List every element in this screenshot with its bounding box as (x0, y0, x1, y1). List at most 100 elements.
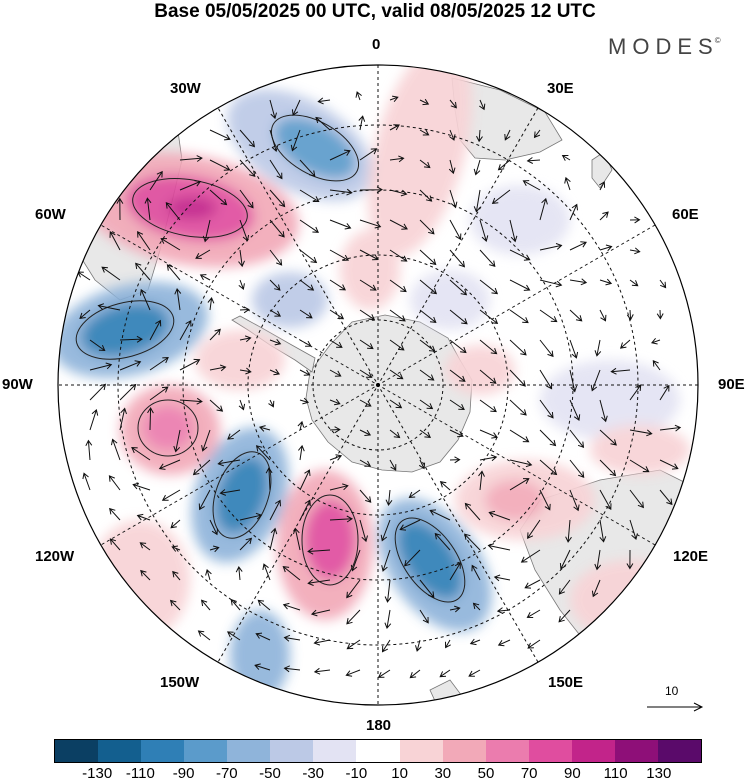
contour-3 (212, 451, 272, 539)
wind-arrow (202, 219, 211, 243)
wind-arrow (359, 489, 372, 503)
wind-arrow (539, 429, 557, 447)
wind-arrow (299, 499, 311, 521)
wind-arrow (329, 426, 341, 434)
wind-arrow (238, 399, 246, 411)
wind-arrow (449, 605, 461, 613)
wind-arrow (629, 384, 642, 401)
wind-arrow (565, 519, 572, 543)
wind-arrow (419, 159, 431, 169)
wind-arrow (473, 189, 481, 213)
wind-arrow (161, 489, 181, 501)
anomaly-negative-7 (410, 270, 490, 330)
wind-arrow (359, 309, 376, 321)
wind-arrow (160, 238, 181, 251)
wind-arrow (140, 288, 151, 311)
wind-arrow (174, 288, 182, 311)
wind-arrow (449, 189, 458, 209)
colorbar-segment-12 (571, 740, 615, 762)
wind-arrow (119, 360, 142, 371)
wind-arrow (205, 568, 212, 581)
anomaly-positive-3-core (304, 500, 356, 580)
wind-arrow (136, 513, 151, 521)
wind-arrow (282, 565, 301, 581)
wind-arrow (399, 519, 421, 531)
wind-arrow (491, 189, 511, 204)
wind-arrow (137, 230, 151, 251)
wind-arrow (659, 279, 667, 289)
wind-arrow (419, 429, 431, 438)
wind-arrow (419, 399, 434, 410)
wind-arrow (239, 129, 256, 148)
wind-arrow (269, 338, 282, 346)
wind-arrow (469, 638, 481, 646)
wind-arrow (111, 438, 121, 461)
wind-arrow (269, 189, 286, 208)
wind-arrow (479, 249, 496, 268)
wind-arrow (449, 562, 461, 581)
wind-arrow (479, 399, 497, 413)
colorbar-segment-13 (614, 740, 658, 762)
lon-label-30e: 30E (547, 80, 574, 97)
wind-arrow (652, 360, 661, 371)
colorbar-tick-label: -70 (215, 765, 238, 782)
wind-arrow (629, 216, 641, 224)
wind-arrow (329, 369, 342, 377)
wind-arrow (439, 669, 451, 678)
wind-arrow (329, 149, 351, 161)
anomaly-positive-6 (195, 330, 285, 390)
wind-arrow (140, 569, 151, 581)
contour-2 (75, 300, 175, 360)
anomaly-positive-9 (340, 230, 400, 310)
wind-arrow (299, 469, 311, 491)
wind-arrow (359, 369, 373, 378)
wind-arrow (380, 519, 391, 542)
colorbar-tick-label: -110 (125, 765, 155, 782)
wind-arrow (315, 116, 331, 131)
wind-arrow (479, 99, 486, 111)
wind-arrow (409, 669, 421, 679)
wind-arrow (533, 129, 541, 139)
wind-arrow (283, 634, 301, 642)
wind-arrow (479, 429, 499, 439)
wind-arrow (509, 279, 531, 291)
wind-arrow (389, 369, 404, 380)
arrow-right-icon (647, 702, 704, 712)
map-border (57, 64, 699, 706)
wind-arrow (299, 369, 311, 376)
wind-arrow (179, 155, 203, 162)
colorbar-tick-label: -10 (345, 765, 368, 782)
wind-arrow (269, 527, 278, 551)
lon-label-150e: 150E (548, 674, 584, 691)
colorbar-segment-1 (98, 740, 142, 762)
wind-arrow (599, 244, 613, 252)
wind-arrow (539, 459, 558, 476)
colorbar-tick-label: -50 (259, 765, 281, 782)
wind-arrow (629, 519, 638, 541)
wind-arrow (109, 538, 121, 551)
wind-arrow (599, 211, 609, 221)
wind-arrow (239, 512, 263, 521)
wind-arrow (659, 489, 673, 506)
anomaly-positive-2-core (143, 406, 193, 450)
wind-arrow (329, 219, 352, 230)
wind-arrow (434, 532, 451, 551)
wind-arrow (359, 148, 378, 161)
wind-arrow (269, 279, 281, 291)
wind-arrow (522, 180, 541, 191)
wind-arrow (569, 489, 580, 512)
wind-arrow (291, 99, 301, 116)
wind-arrow (269, 249, 283, 266)
wind-arrow (488, 510, 511, 521)
wind-arrow (209, 159, 231, 171)
wind-arrow (317, 97, 331, 105)
wind-arrow (207, 297, 215, 311)
lon-label-120e: 120E (673, 548, 709, 565)
wind-arrow (144, 197, 152, 221)
wind-arrow (449, 279, 468, 296)
wind-arrow (269, 368, 280, 376)
wind-arrow (419, 369, 435, 381)
wind-arrow (299, 397, 310, 405)
map-disc (58, 65, 698, 705)
colorbar-tick-label: 50 (477, 765, 495, 782)
